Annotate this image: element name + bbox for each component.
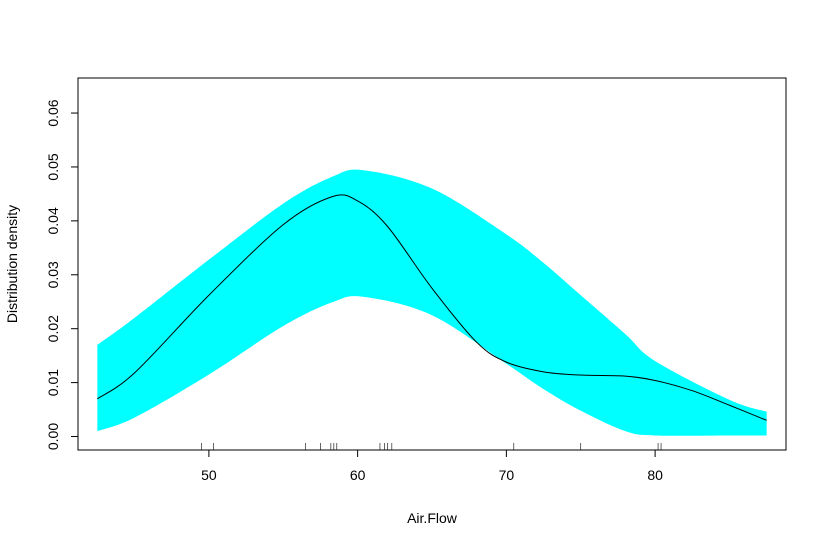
confidence-band: [97, 169, 767, 436]
density-line-layer: [97, 194, 767, 421]
density-line: [97, 194, 767, 421]
y-tick-label: 0.02: [45, 315, 61, 342]
y-tick-label: 0.06: [45, 99, 61, 126]
y-tick-label: 0.01: [45, 369, 61, 396]
confidence-band-layer: [97, 169, 767, 436]
y-tick-label: 0.05: [45, 153, 61, 180]
plot-area: [97, 169, 767, 450]
x-axis: 50 60 70 80: [201, 449, 663, 483]
x-tick-label: 70: [499, 467, 515, 483]
x-tick-label: 50: [201, 467, 217, 483]
x-tick-label: 60: [350, 467, 366, 483]
x-axis-label: Air.Flow: [407, 510, 458, 526]
rug-layer: [201, 443, 662, 450]
y-tick-label: 0.03: [45, 261, 61, 288]
y-tick-label: 0.00: [45, 423, 61, 450]
y-axis-label: Distribution density: [4, 205, 20, 323]
x-tick-label: 80: [647, 467, 663, 483]
y-tick-label: 0.04: [45, 207, 61, 234]
y-axis: 0.00 0.01 0.02 0.03 0.04 0.05 0.06: [45, 99, 79, 450]
